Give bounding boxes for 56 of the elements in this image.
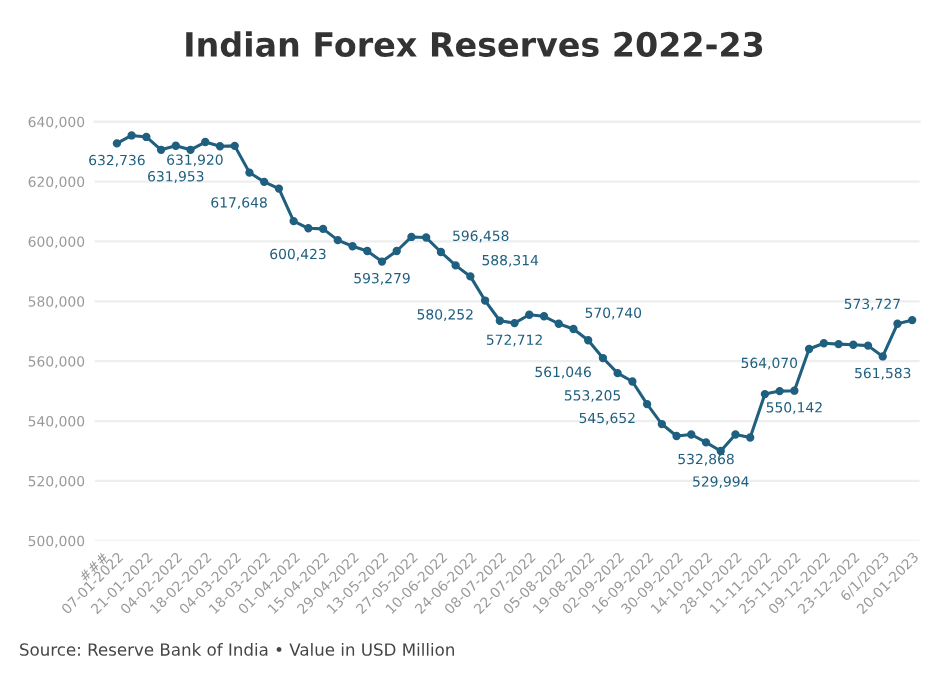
point xyxy=(554,319,563,328)
point xyxy=(186,145,195,154)
point xyxy=(112,139,122,148)
point xyxy=(525,310,534,319)
point xyxy=(569,324,578,334)
point xyxy=(436,247,446,257)
point xyxy=(201,137,210,147)
point xyxy=(230,141,239,151)
point xyxy=(598,353,608,363)
point xyxy=(245,168,254,177)
point xyxy=(893,319,902,328)
point xyxy=(171,141,180,150)
point xyxy=(539,312,549,321)
point xyxy=(318,224,328,234)
source-note: Source: Reserve Bank of India • Value in USD Million xyxy=(20,642,454,656)
point xyxy=(377,257,387,266)
point xyxy=(422,233,431,242)
point xyxy=(613,368,622,378)
point xyxy=(480,296,490,305)
point xyxy=(392,246,401,256)
point xyxy=(731,430,740,439)
point xyxy=(760,389,770,399)
point xyxy=(495,316,504,325)
point xyxy=(642,399,652,409)
chart-title: Indian Forex Reserves 2022-23 xyxy=(186,31,763,57)
point xyxy=(451,261,460,270)
point xyxy=(348,242,357,251)
point xyxy=(333,235,342,245)
point xyxy=(142,132,151,142)
point xyxy=(672,431,681,441)
point xyxy=(775,386,784,396)
point xyxy=(908,315,917,325)
point xyxy=(790,386,799,395)
point xyxy=(628,377,637,386)
point xyxy=(819,339,828,348)
point xyxy=(407,232,416,242)
point xyxy=(863,341,873,350)
point xyxy=(466,272,475,281)
point xyxy=(746,433,755,442)
point xyxy=(289,216,298,226)
point xyxy=(156,145,166,154)
point xyxy=(687,430,696,439)
point xyxy=(657,419,666,429)
point xyxy=(274,184,284,193)
point xyxy=(260,177,269,187)
point xyxy=(584,336,593,345)
point xyxy=(804,344,814,354)
point xyxy=(215,142,225,151)
point xyxy=(701,438,711,447)
point xyxy=(363,246,372,256)
point xyxy=(849,340,858,349)
point xyxy=(834,339,843,349)
point xyxy=(127,131,136,140)
point xyxy=(304,224,313,233)
point xyxy=(878,352,887,361)
point xyxy=(510,318,519,328)
